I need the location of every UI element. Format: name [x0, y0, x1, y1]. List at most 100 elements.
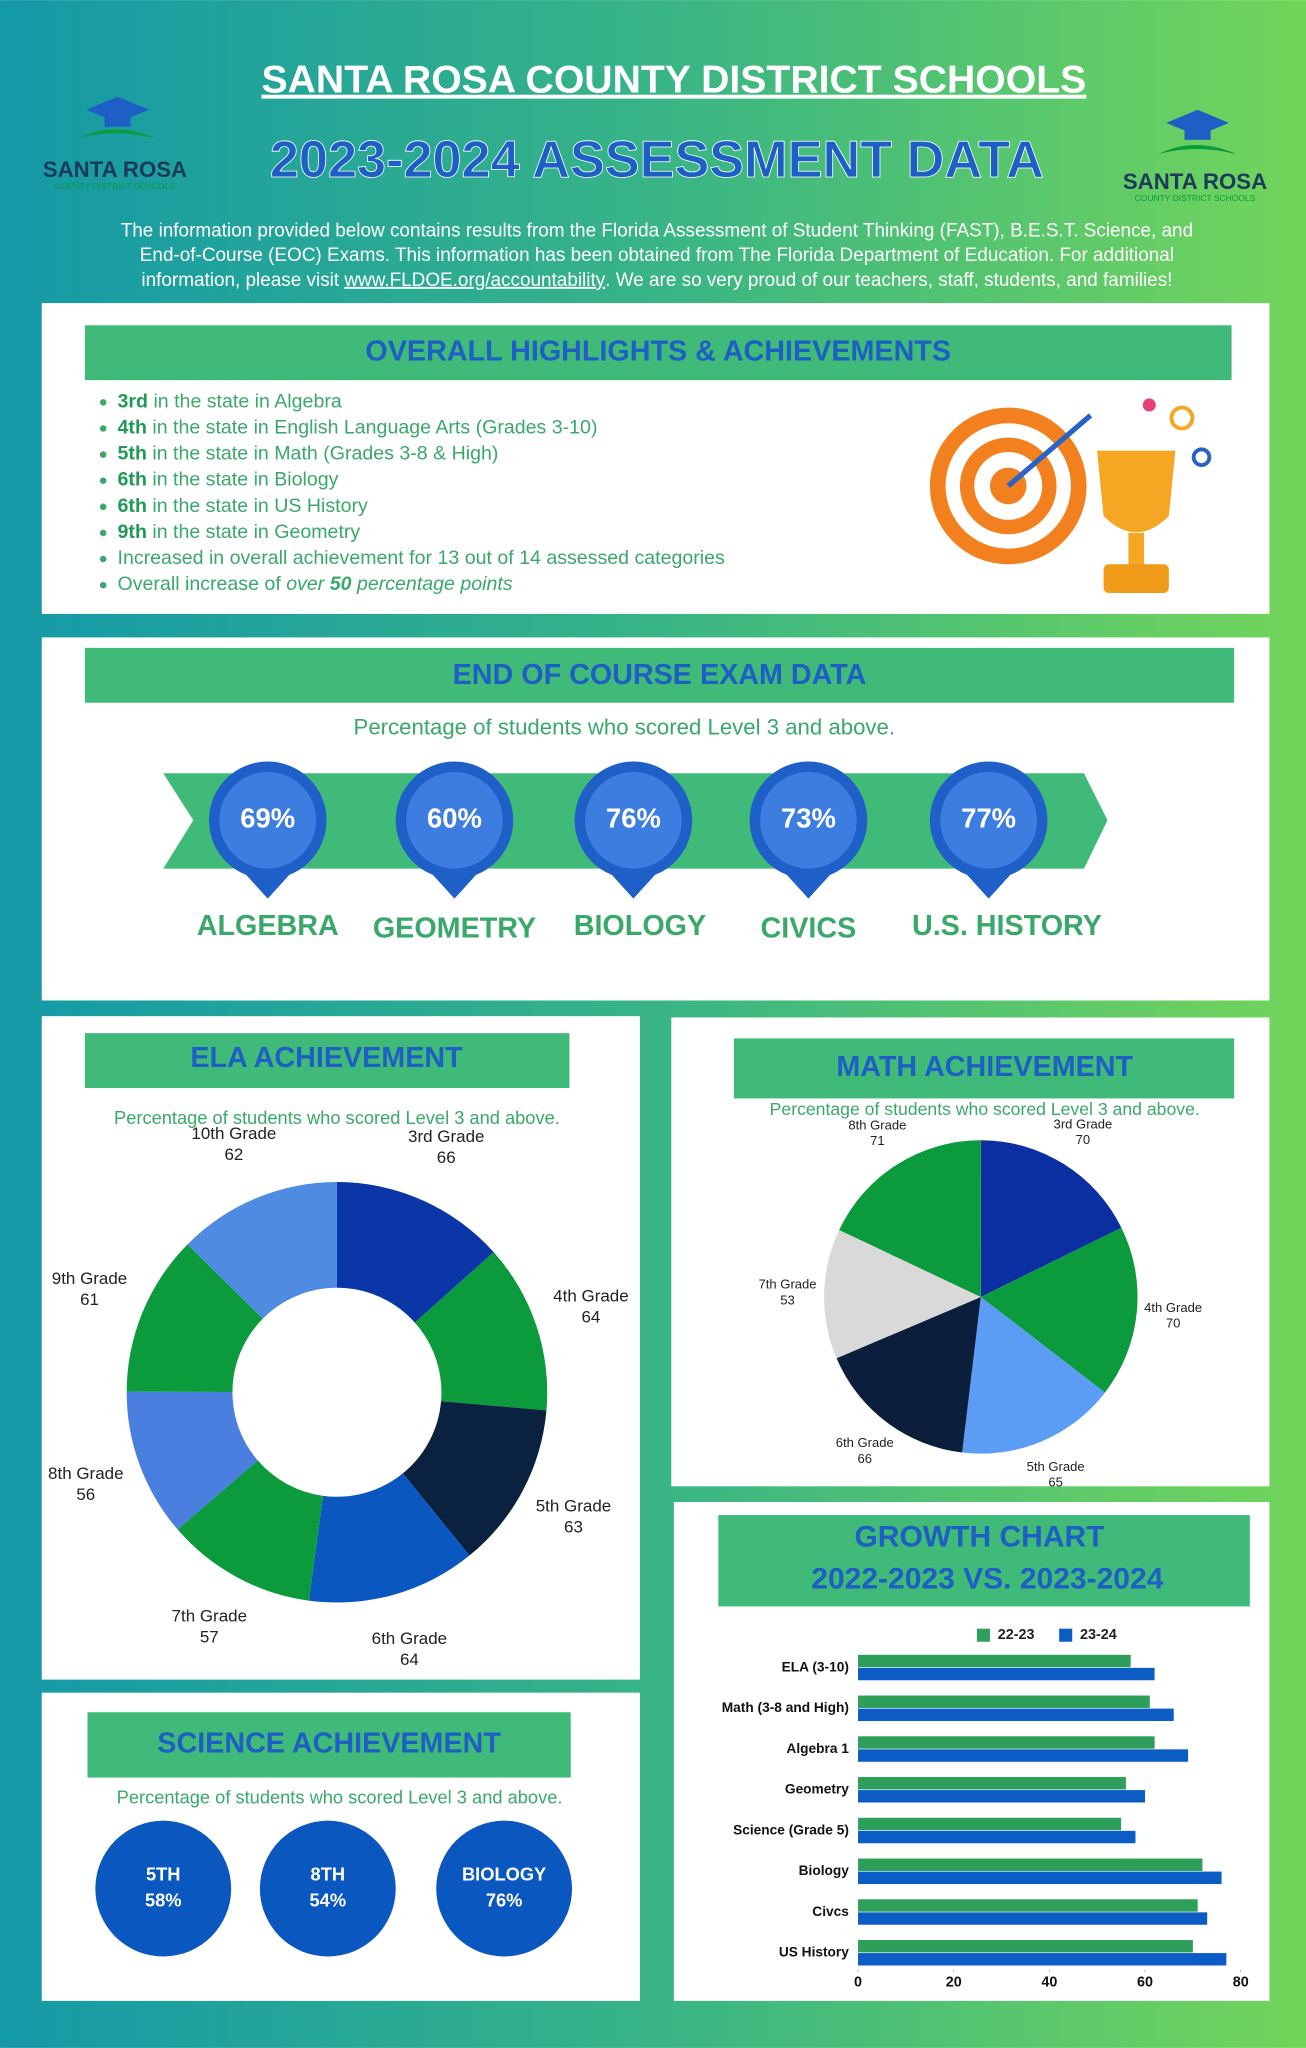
highlight-text: in the state in Math (Grades 3-8 & High): [147, 443, 498, 465]
slice: [980, 1227, 1138, 1393]
science-label: 8TH: [311, 1863, 346, 1884]
slice: [177, 1460, 324, 1601]
slice-value: 63: [564, 1518, 583, 1537]
bar: [858, 1858, 1203, 1871]
slice-category: 9th Grade: [52, 1269, 127, 1288]
slice: [980, 1140, 1122, 1297]
pin-value: 77%: [961, 803, 1016, 834]
section-header-bar: [84, 1033, 570, 1088]
growth-chart: 22-23 23-24 ELA (3-10) Math (3-8 and High) A…: [722, 1627, 1249, 1990]
legend-swatch: [1059, 1628, 1073, 1642]
slice-value: 70: [1166, 1315, 1181, 1330]
section-title: END OF COURSE EXAM DATA: [453, 659, 867, 691]
logo-name: SANTA ROSA: [1123, 169, 1267, 194]
slice: [187, 1182, 337, 1319]
logo-cap-base: [1184, 128, 1211, 140]
highlight-em-bold: 50: [330, 573, 352, 595]
slice: [402, 1401, 547, 1556]
pin-value: 76%: [606, 803, 661, 834]
bullet: [99, 451, 107, 458]
section-subtitle: Percentage of students who scored Level …: [117, 1786, 563, 1807]
pin-value: 60%: [427, 803, 482, 834]
pin-label: CIVICS: [761, 913, 857, 945]
confetti: [1191, 447, 1212, 467]
slice: [962, 1296, 1105, 1454]
section-header-bar: [87, 1712, 571, 1778]
confetti: [1142, 398, 1156, 412]
slice-value: 64: [400, 1650, 419, 1669]
highlight-item: 6th in the state in Biology: [118, 469, 339, 491]
bullet: [99, 399, 107, 406]
logo-tagline: COUNTY DISTRICT SCHOOLS: [55, 181, 176, 191]
section-header-bar: [718, 1515, 1250, 1607]
x-tick-label: 80: [1233, 1974, 1249, 1990]
highlight-rank: 6th: [118, 495, 147, 517]
highlight-text: Overall increase of: [118, 573, 287, 595]
slice-value: 66: [437, 1148, 456, 1167]
trophy-cup: [1097, 450, 1176, 533]
chart-subtitle: Percentage of students who scored Level …: [114, 1107, 560, 1128]
intro-link[interactable]: www.FLDOE.org/accountability: [343, 270, 605, 291]
science-circle: [259, 1820, 396, 1957]
category-label: Algebra 1: [786, 1741, 849, 1756]
legend-label: 23-24: [1080, 1627, 1117, 1643]
category-label: Science (Grade 5): [733, 1822, 849, 1837]
intro: The information provided below contains …: [121, 220, 1193, 291]
slice-value: 70: [1076, 1132, 1091, 1147]
logo-right: SANTA ROSA COUNTY DISTRICT SCHOOLS: [1123, 109, 1267, 203]
highlight-item: Overall increase of over 50 percentage p…: [118, 573, 513, 595]
slice-category: 6th Grade: [372, 1629, 447, 1648]
pin-label: GEOMETRY: [373, 913, 536, 945]
science-circles: 5TH 58% 8TH 54% BIOLOGY 76%: [95, 1820, 573, 1957]
bar: [858, 1871, 1222, 1885]
category-label: Biology: [799, 1863, 850, 1878]
science-circle: [95, 1820, 232, 1957]
logo-name: SANTA ROSA: [43, 157, 187, 182]
highlight-item: 3rd in the state in Algebra: [118, 391, 342, 413]
slice-category: 7th Grade: [759, 1277, 817, 1292]
bar: [858, 1830, 1136, 1844]
pin-inner: [760, 771, 857, 869]
highlight-text: in the state in English Language Arts (G…: [147, 417, 598, 439]
bullet: [99, 529, 107, 537]
x-tick-label: 40: [1041, 1974, 1057, 1990]
intro-text: information, please visit: [141, 270, 344, 291]
slice-category: 8th Grade: [48, 1464, 123, 1483]
slice-value: 66: [857, 1451, 872, 1466]
slice: [126, 1391, 258, 1530]
logo-swoosh: [78, 129, 157, 139]
intro-line: The information provided below contains …: [121, 220, 1193, 241]
logo-swoosh: [1158, 145, 1237, 155]
page-title: SANTA ROSA COUNTY DISTRICT SCHOOLS: [261, 59, 1086, 102]
slice: [414, 1252, 548, 1411]
dart: [1006, 413, 1093, 488]
intro-text: . We are so very proud of our teachers, …: [605, 270, 1172, 291]
x-tick-label: 60: [1137, 1974, 1153, 1990]
section-header-bar: [84, 647, 1235, 703]
trophy-base: [1103, 564, 1169, 594]
highlight-item: 9th in the state in Geometry: [118, 521, 361, 543]
slice-category: 8th Grade: [848, 1117, 906, 1132]
slice-category: 6th Grade: [836, 1435, 894, 1450]
bar: [858, 1940, 1193, 1953]
slice: [836, 1296, 981, 1453]
ela-donut: 3rd Grade 66 4th Grade 64 5th Grade 63 6th Gra…: [48, 1124, 629, 1669]
science-circle: [436, 1820, 573, 1957]
intro-line: information, please visit www.FLDOE.org/…: [141, 270, 1172, 291]
chart-subtitle: 2022-2023 VS. 2023-2024: [811, 1562, 1163, 1595]
slice: [336, 1182, 494, 1323]
highlight-item: 6th in the state in US History: [118, 495, 368, 517]
bar: [858, 1899, 1198, 1912]
slice-value: 61: [80, 1290, 99, 1309]
pin-label: U.S. HISTORY: [912, 910, 1102, 942]
bullet: [99, 477, 107, 484]
legend-swatch: [976, 1628, 990, 1642]
trophy-stem: [1128, 532, 1145, 566]
slice-category: 5th Grade: [1027, 1459, 1085, 1474]
slice-category: 5th Grade: [536, 1497, 611, 1516]
bar: [858, 1695, 1150, 1708]
legend-label: 22-23: [998, 1627, 1035, 1643]
bullet: [99, 503, 107, 511]
highlight-text: Increased in overall achievement for 13 …: [118, 547, 725, 569]
